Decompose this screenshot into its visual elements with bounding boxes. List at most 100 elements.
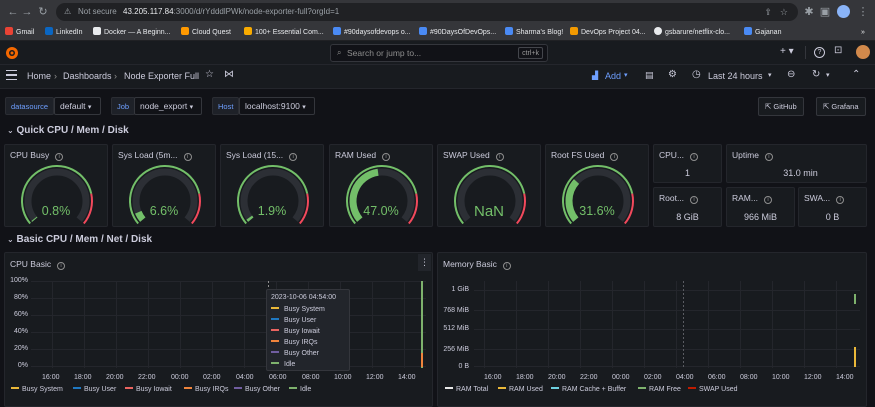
bookmark-gmail[interactable]: Gmail [5,27,34,38]
bookmark-cloud-quest[interactable]: Cloud Quest [181,27,231,38]
x-tick: 22:00 [138,374,156,381]
extensions-icon[interactable]: ✱ [804,6,814,18]
info-icon[interactable]: i [382,153,391,161]
legend-busy-user[interactable]: Busy User [73,386,116,393]
info-icon[interactable]: i [764,153,773,161]
cpu-basic-plot[interactable] [31,281,426,368]
info-icon[interactable]: i [763,196,772,204]
share-icon[interactable]: ⇪ [764,7,772,17]
job-select[interactable]: node_export ▾ [134,97,202,115]
star-icon[interactable]: ☆ [779,7,788,17]
info-icon[interactable]: i [836,196,845,204]
legend-swap-used[interactable]: SWAP Used [688,386,738,393]
host-select[interactable]: localhost:9100 ▾ [239,97,315,115]
save-icon[interactable]: ▤ [645,70,654,80]
info-icon[interactable]: i [690,153,699,161]
row-quick[interactable]: ⌄ Quick CPU / Mem / Disk [7,125,129,136]
info-icon[interactable]: i [57,262,66,270]
forward-icon[interactable]: → [21,6,33,18]
share-icon[interactable]: ⋈ [224,69,234,80]
x-tick: 14:00 [836,374,854,381]
refresh-icon[interactable]: ↻ [812,69,821,80]
github-link[interactable]: ⇱ GitHub [758,97,804,116]
chevron-down-icon: ▾ [768,72,772,79]
bookmark-essential[interactable]: 100+ Essential Com... [244,27,324,38]
x-tick: 08:00 [302,374,320,381]
gear-icon[interactable]: ⚙ [668,69,677,80]
menu-dots-icon[interactable]: ⋮ [857,6,869,18]
gauge-panel-sys-load-15m[interactable]: Sys Load (15... i 1.9% [220,144,324,227]
panel-menu-icon[interactable]: ⋮ [418,254,431,271]
gauge-panel-swap-used[interactable]: SWAP Used i NaN [437,144,541,227]
reload-icon[interactable]: ↻ [38,6,48,18]
gauge-threshold-ok [129,165,201,225]
sidepanel-icon[interactable]: ▣ [819,6,831,18]
bookmark-90days-2[interactable]: #90DaysOfDevOps... [419,27,496,38]
grafana-logo-icon[interactable] [5,46,19,60]
bookmark-90days-1[interactable]: #90daysofdevops o... [333,27,411,38]
legend-busy-iowait[interactable]: Busy Iowait [125,386,172,393]
gauge-panel-cpu-busy[interactable]: CPU Busy i 0.8% [4,144,108,227]
x-tick: 18:00 [74,374,92,381]
breadcrumb-dashboards[interactable]: Dashboards [63,71,112,81]
bookmark-linkedin[interactable]: LinkedIn [45,27,82,38]
new-button[interactable]: + ▾ [780,46,794,57]
chevron-down-icon: ▾ [189,104,194,111]
stat-panel-uptime[interactable]: Uptime i 31.0 min [726,144,867,183]
back-icon[interactable]: ← [7,6,19,18]
memory-basic-plot[interactable] [474,281,860,368]
legend-ram-cache-buffer[interactable]: RAM Cache + Buffer [551,386,626,393]
stat-panel-cpu-cores[interactable]: CPU... i 1 [653,144,722,183]
legend-ram-free[interactable]: RAM Free [638,386,681,393]
info-icon[interactable]: i [495,153,504,161]
bookmark-sharma[interactable]: Sharma's Blog! [505,27,563,38]
legend-busy-system[interactable]: Busy System [11,386,63,393]
address-bar[interactable]: ⚠ Not secure 43.205.117.84:3000/d/rYdddl… [56,3,798,21]
info-icon[interactable]: i [183,153,192,161]
add-button[interactable]: Add [605,71,622,81]
info-icon[interactable]: i [502,262,511,270]
search-input[interactable]: ⌕ Search or jump to... ctrl+k [330,44,548,62]
time-range-picker[interactable]: Last 24 hours [708,71,763,81]
info-icon[interactable]: i [610,153,619,161]
legend-busy-irqs[interactable]: Busy IRQs [184,386,228,393]
zoom-out-icon[interactable]: ⊖ [787,69,796,80]
breadcrumb-home[interactable]: Home [27,71,52,81]
bookmarks-more[interactable]: » [861,29,865,36]
legend-ram-used[interactable]: RAM Used [498,386,543,393]
panel-title-text: SWA... [804,193,831,203]
datasource-select[interactable]: default ▾ [54,97,101,115]
collapse-icon[interactable]: ⌃ [852,69,861,80]
host-value: localhost:9100 [245,101,300,111]
gauge-panel-root-fs-used[interactable]: Root FS Used i 31.6% [545,144,649,227]
info-icon[interactable]: i [690,196,699,204]
menu-icon[interactable] [6,70,17,80]
profile-avatar[interactable] [837,5,850,18]
legend-idle[interactable]: Idle [289,386,311,393]
grafana-link[interactable]: ⇱ Grafana [816,97,866,116]
bookmark-devops-project[interactable]: DevOps Project 04... [570,27,646,38]
bookmark-github[interactable]: gsbarure/netflix-clo... [654,27,730,38]
row-basic[interactable]: ⌄ Basic CPU / Mem / Net / Disk [7,234,152,245]
bookmark-gajanan[interactable]: Gajanan [744,27,781,38]
chevron-down-icon: ▾ [624,72,628,79]
stat-panel-swap-total[interactable]: SWA... i 0 B [798,187,867,227]
y-tick: 100% [10,277,28,284]
bookmark-docker[interactable]: Docker — A Beginn... [93,27,171,38]
star-icon[interactable]: ☆ [205,69,214,80]
stat-panel-root-fs-total[interactable]: Root... i 8 GiB [653,187,722,227]
chevron-down-icon: ▾ [87,104,92,111]
gauge-panel-ram-used[interactable]: RAM Used i 47.0% [329,144,433,227]
news-icon[interactable]: ⊡ [834,45,843,56]
stat-panel-ram-total[interactable]: RAM... i 966 MiB [726,187,795,227]
info-icon[interactable]: i [55,153,64,161]
help-icon[interactable]: ? [814,47,825,58]
legend-ram-total[interactable]: RAM Total [445,386,488,393]
user-avatar[interactable] [856,45,870,59]
gauge-graphic [346,165,418,225]
cpu-basic-panel[interactable]: CPU Basic i ⋮ [4,252,433,407]
gauge-panel-sys-load-5m[interactable]: Sys Load (5m... i 6.6% [112,144,216,227]
chevron-down-icon[interactable]: ▾ [826,72,830,79]
legend-busy-other[interactable]: Busy Other [234,386,280,393]
info-icon[interactable]: i [289,153,298,161]
